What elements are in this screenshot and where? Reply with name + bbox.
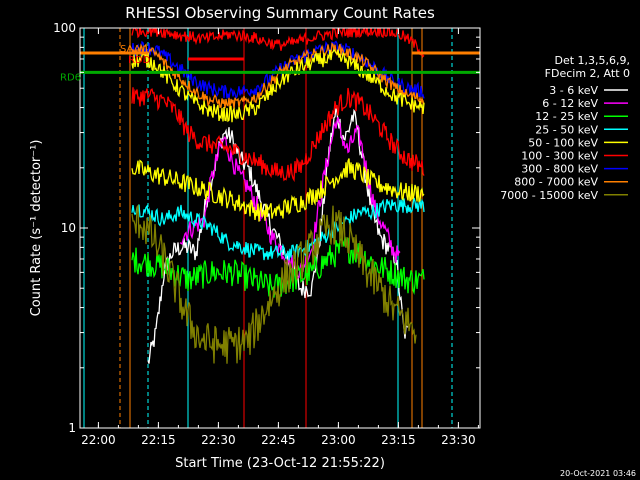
series-line (131, 197, 425, 261)
x-axis-label: Start Time (23-Oct-12 21:55:22) (175, 456, 385, 471)
y-axis-label: Count Rate (s⁻¹ detector⁻¹) (29, 140, 44, 317)
y-tick-label: 1 (68, 421, 76, 435)
series-line (131, 40, 425, 100)
x-tick-label: 23:30 (441, 433, 476, 447)
legend-entry-label: 7000 - 15000 keV (500, 189, 598, 202)
x-tick-label: 22:30 (201, 433, 236, 447)
legend-entry-label: 25 - 50 keV (535, 123, 598, 136)
x-tick-label: 22:00 (81, 433, 116, 447)
legend-entry-label: 6 - 12 keV (542, 97, 598, 110)
y-tick-label: 100 (53, 21, 76, 35)
x-tick-label: 23:00 (321, 433, 356, 447)
legend-header: FDecim 2, Att 0 (545, 67, 630, 80)
axes: 22:00 22:15 22:30 22:45 23:00 23:15 23:30 100 10… (53, 21, 480, 447)
flag-label: SAA (120, 44, 141, 55)
series-line (131, 203, 417, 364)
legend-entry-label: 100 - 300 keV (521, 150, 598, 163)
legend-entry-label: 50 - 100 keV (528, 136, 598, 149)
legend-entry-label: 12 - 25 keV (535, 110, 598, 123)
x-tick-label: 22:45 (261, 433, 296, 447)
chart-title: RHESSI Observing Summary Count Rates (125, 4, 435, 22)
series-line (131, 28, 425, 58)
x-tick-label: 22:15 (141, 433, 176, 447)
footer-date: 20-Oct-2021 03:46 (560, 469, 636, 478)
flag-label: RD6 (60, 72, 81, 83)
series-line (147, 107, 409, 364)
y-tick-label: 10 (61, 221, 76, 235)
legend-entry-label: 800 - 7000 keV (514, 176, 598, 189)
series-line (131, 158, 425, 222)
legend-header: Det 1,3,5,6,9, (554, 54, 630, 67)
flag-label: RDD (128, 55, 151, 66)
series-line (131, 87, 425, 183)
series-line (131, 48, 425, 123)
x-tick-label: 23:15 (381, 433, 416, 447)
legend-entry-label: 3 - 6 keV (549, 84, 598, 97)
legend: Det 1,3,5,6,9,FDecim 2, Att 0 3 - 6 keV6 … (500, 54, 630, 202)
legend-entry-label: 300 - 800 keV (521, 163, 598, 176)
plot-area (80, 28, 480, 428)
